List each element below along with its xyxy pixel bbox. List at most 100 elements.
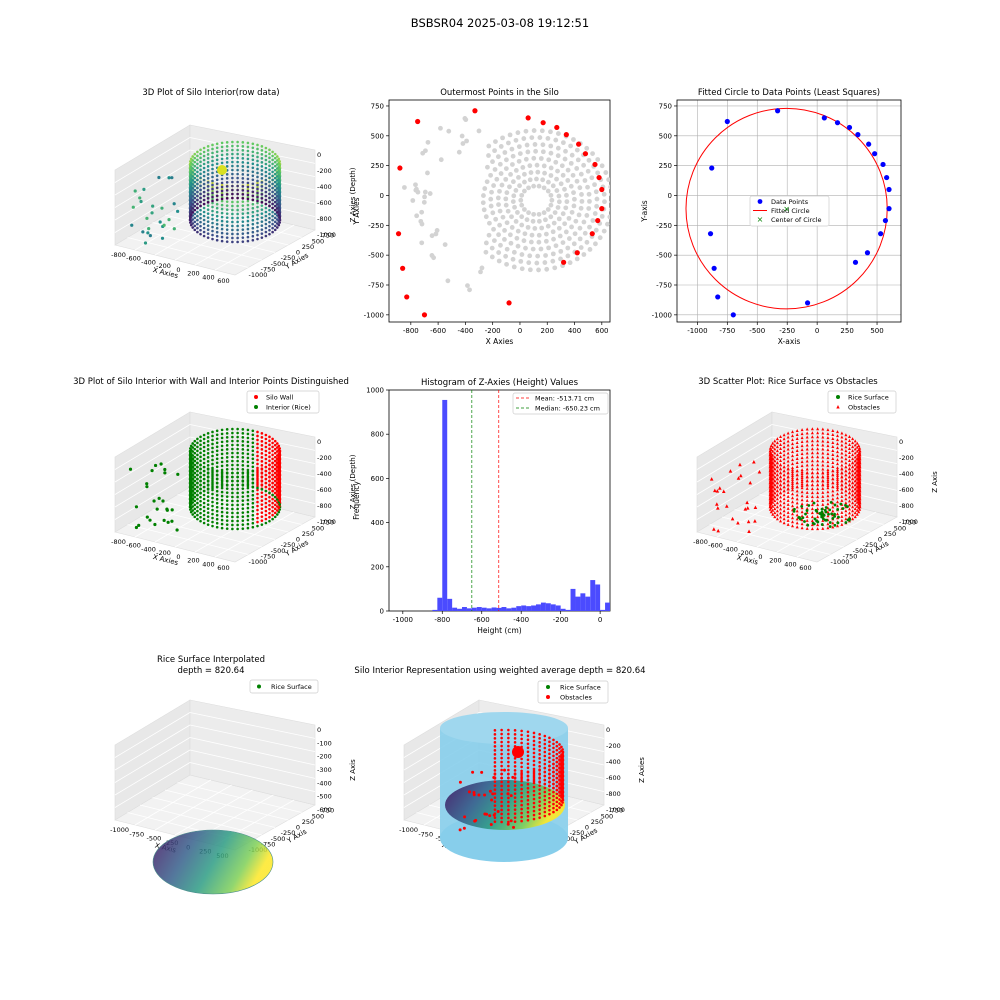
wall-point <box>188 505 192 509</box>
wall-point <box>193 463 197 467</box>
gray-point <box>480 200 486 206</box>
wall-point <box>196 230 199 234</box>
wall-point <box>189 508 192 511</box>
wall-point <box>211 213 214 217</box>
scatter-point <box>158 220 162 224</box>
wall-point <box>206 181 210 184</box>
obstacle-point <box>782 473 786 477</box>
gray-point <box>513 167 519 173</box>
obstacle-point <box>782 465 786 469</box>
y-axis-label: Frequency <box>352 481 361 520</box>
rice-surface-edge <box>152 829 274 895</box>
obstacle-point <box>472 793 476 797</box>
wall-point <box>256 233 259 237</box>
wall-point <box>246 207 250 211</box>
gray-point <box>555 205 561 210</box>
obstacle-point <box>857 444 861 448</box>
obstacle-point <box>552 794 555 798</box>
obstacle-point <box>747 529 751 533</box>
obstacle-point <box>858 482 862 486</box>
wall-point <box>215 493 219 497</box>
wall-point <box>193 455 197 459</box>
wall-point <box>211 474 214 478</box>
wall-point <box>278 483 281 486</box>
obstacle-point <box>821 483 825 487</box>
wall-point <box>225 484 229 487</box>
wall-point <box>206 197 210 200</box>
obstacle-point <box>800 484 804 488</box>
wall-point <box>206 228 210 231</box>
wall-point <box>246 239 250 243</box>
gray-point <box>578 245 584 250</box>
wall-point <box>225 523 229 526</box>
wall-point <box>236 156 239 160</box>
obstacle-point <box>858 498 862 502</box>
wall-point <box>268 164 271 168</box>
gray-point <box>481 193 486 198</box>
wall-point <box>199 455 202 459</box>
obstacle-point <box>851 513 855 517</box>
gray-point <box>506 140 511 146</box>
obstacle-point <box>782 481 786 485</box>
wall-point <box>241 432 245 435</box>
obstacle-point <box>555 756 559 760</box>
obstacle-point <box>513 733 517 736</box>
wall-point <box>278 160 281 163</box>
wall-point <box>241 476 245 479</box>
obstacle-point <box>821 467 825 471</box>
wall-point <box>206 460 210 463</box>
obstacle-point <box>791 516 794 520</box>
obstacle-point <box>805 439 809 443</box>
wall-point <box>264 146 268 150</box>
wall-point <box>236 224 239 228</box>
x-tick-label: -200 <box>485 327 501 335</box>
wall-point <box>273 499 277 503</box>
scatter-point <box>176 472 180 476</box>
gray-point <box>495 154 501 160</box>
obstacle-point <box>548 812 551 816</box>
x-tick-label: -750 <box>418 830 433 838</box>
rice-point <box>830 512 834 516</box>
wall-point <box>206 204 210 207</box>
obstacle-point <box>831 452 835 456</box>
wall-point <box>241 468 245 471</box>
rice-point <box>803 520 806 523</box>
wall-point <box>241 173 245 176</box>
obstacle-point <box>467 790 471 794</box>
obstacle-point <box>795 464 799 468</box>
wall-point <box>251 182 255 186</box>
obstacle-point <box>855 465 859 469</box>
wall-point <box>215 497 219 501</box>
rice-point <box>824 506 828 509</box>
gray-point <box>563 148 568 154</box>
wall-point <box>236 459 239 463</box>
wall-point <box>211 225 214 229</box>
obstacle-point <box>773 515 777 519</box>
wall-point <box>260 480 264 483</box>
obstacle-point <box>844 509 848 513</box>
y-tick-label: -750 <box>656 282 672 290</box>
wall-point <box>236 507 239 511</box>
y-tick-label: 750 <box>659 102 672 110</box>
wall-point <box>251 461 255 465</box>
wall-point <box>202 457 206 461</box>
gray-point <box>557 233 563 239</box>
obstacle-point <box>779 487 783 491</box>
wall-point <box>225 236 229 239</box>
obstacle-point <box>538 808 541 811</box>
gray-point <box>510 256 516 262</box>
wall-point <box>225 189 229 192</box>
obstacle-point <box>552 778 555 782</box>
legend-marker <box>257 684 261 689</box>
x-tick-label: 600 <box>799 564 811 572</box>
wall-point <box>246 185 250 189</box>
obstacle-point <box>840 483 844 487</box>
obstacle-point <box>503 768 507 772</box>
gray-point <box>568 160 574 166</box>
wall-point <box>231 459 234 463</box>
y-tick-label: -500 <box>271 260 286 268</box>
wall-point <box>264 457 268 461</box>
obstacle-point <box>800 468 804 472</box>
z-tick-label: -800 <box>317 502 332 510</box>
gray-point <box>587 247 593 252</box>
